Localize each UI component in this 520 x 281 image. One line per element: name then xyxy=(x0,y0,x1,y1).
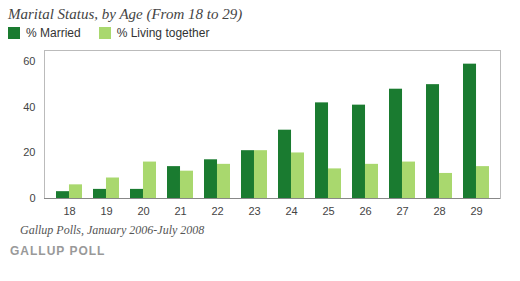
svg-text:22: 22 xyxy=(211,205,223,217)
svg-text:18: 18 xyxy=(63,205,75,217)
svg-text:24: 24 xyxy=(285,205,297,217)
svg-text:23: 23 xyxy=(248,205,260,217)
svg-text:20: 20 xyxy=(23,146,35,158)
svg-text:25: 25 xyxy=(322,205,334,217)
html-text:Marital Status, by Age (From 1: Marital Status, by Age (From 18 to 29) xyxy=(8,6,243,22)
svg-text:26: 26 xyxy=(359,205,371,217)
svg-text:28: 28 xyxy=(433,205,445,217)
svg-text:20: 20 xyxy=(137,205,149,217)
svg-text:27: 27 xyxy=(396,205,408,217)
html-text:% Living together: % Living together xyxy=(116,26,210,40)
svg-text:19: 19 xyxy=(100,205,112,217)
html-text:% Married: % Married xyxy=(26,26,81,40)
svg-text:21: 21 xyxy=(174,205,186,217)
html-text:Gallup Polls, January 2006-Jul: Gallup Polls, January 2006-July 2008 xyxy=(20,223,205,237)
html-text:GALLUP POLL: GALLUP POLL xyxy=(10,244,106,258)
svg-text:0: 0 xyxy=(29,192,35,204)
svg-text:29: 29 xyxy=(470,205,482,217)
svg-text:60: 60 xyxy=(23,55,35,67)
svg-text:40: 40 xyxy=(23,101,35,113)
